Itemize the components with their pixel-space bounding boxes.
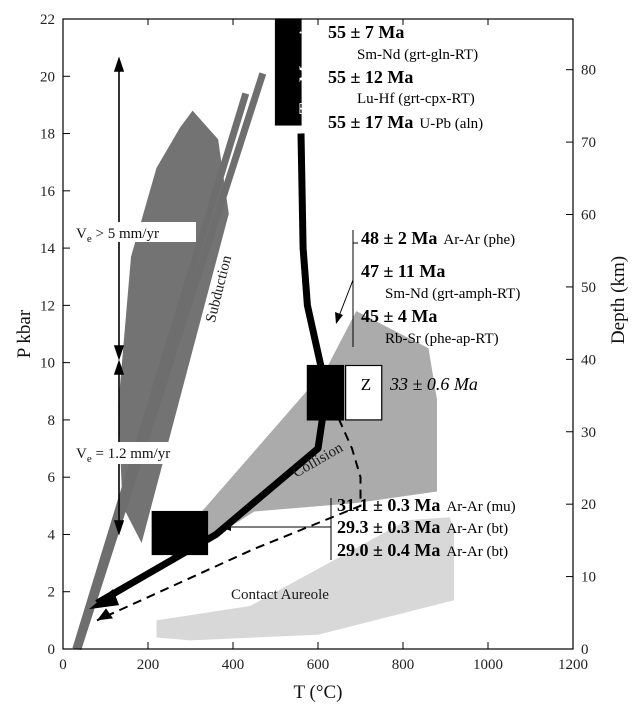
tick-layer: 0 200 400 600 800 1000 12000246810121416182022… bbox=[40, 12, 596, 673]
method-6: Rb-Sr (phe-ap-RT) bbox=[385, 331, 499, 347]
y2-tick-label-30: 30 bbox=[581, 425, 596, 441]
tso-morari-label: Tso Morari bbox=[296, 30, 317, 115]
retrograde-dashed-path bbox=[96, 390, 362, 622]
y2-tick-label-80: 80 bbox=[581, 63, 596, 79]
x-tick-label-0: 0 bbox=[59, 657, 67, 673]
y-tick-label-14: 14 bbox=[40, 241, 56, 257]
velocity-label-1: Ve > 5 mm/yr bbox=[76, 226, 159, 245]
y-tick-label-22: 22 bbox=[40, 12, 55, 28]
y2-tick-label-60: 60 bbox=[581, 208, 596, 224]
low-box bbox=[151, 510, 209, 556]
y-tick-label-12: 12 bbox=[40, 298, 55, 314]
y2-tick-label-70: 70 bbox=[581, 135, 596, 151]
contact-aureole-label: Contact Aureole bbox=[231, 587, 329, 603]
age-8: 31.1 ± 0.3 Ma Ar-Ar (mu) bbox=[337, 495, 516, 515]
geotherm-line-2 bbox=[74, 72, 267, 651]
age-5: 47 ± 11 Ma bbox=[361, 261, 445, 281]
lower-pointer-head bbox=[220, 523, 231, 531]
x-tick-label-600: 600 bbox=[307, 657, 330, 673]
z-label: Z bbox=[361, 375, 371, 394]
x-tick-label-1000: 1000 bbox=[473, 657, 503, 673]
middle-bracket bbox=[352, 230, 358, 347]
pt-path-arrowhead bbox=[89, 589, 119, 610]
x-axis-title: T (°C) bbox=[294, 682, 343, 703]
velocity-label-bg-2 bbox=[70, 442, 205, 464]
y-tick-label-2: 2 bbox=[48, 585, 56, 601]
middle-pointer bbox=[338, 279, 354, 317]
geotherm-layer bbox=[72, 72, 267, 651]
x-tick-label-200: 200 bbox=[137, 657, 160, 673]
y2-tick-label-0: 0 bbox=[581, 642, 589, 658]
y-tick-label-20: 20 bbox=[40, 69, 55, 85]
retrograde-arrowhead bbox=[97, 608, 113, 621]
method-5: Sm-Nd (grt-amph-RT) bbox=[385, 286, 520, 302]
age-2: 55 ± 12 Ma bbox=[328, 67, 413, 87]
y2-axis-title: Depth (km) bbox=[608, 256, 629, 344]
y-tick-label-10: 10 bbox=[40, 356, 55, 372]
method-2: Lu-Hf (grt-cpx-RT) bbox=[357, 91, 475, 107]
tso-morari-box bbox=[274, 18, 302, 126]
y-axis-title: P kbar bbox=[14, 309, 35, 358]
velocity-label-2: Ve = 1.2 mm/yr bbox=[76, 446, 170, 465]
contact-aureole-region bbox=[156, 517, 454, 641]
age-10: 29.0 ± 0.4 Ma Ar-Ar (bt) bbox=[337, 540, 508, 560]
y-tick-label-16: 16 bbox=[40, 184, 56, 200]
method-1: Sm-Nd (grt-gln-RT) bbox=[357, 47, 478, 63]
x-tick-label-800: 800 bbox=[392, 657, 415, 673]
velocity-label-bg-1 bbox=[70, 222, 196, 242]
z-box bbox=[345, 364, 383, 421]
y2-tick-label-20: 20 bbox=[581, 497, 596, 513]
box-layer bbox=[151, 18, 383, 556]
y2-tick-label-50: 50 bbox=[581, 280, 596, 296]
y-tick-label-6: 6 bbox=[48, 470, 56, 486]
x-tick-label-1200: 1200 bbox=[558, 657, 588, 673]
y-tick-label-0: 0 bbox=[48, 642, 56, 658]
mid-box bbox=[306, 364, 345, 421]
age-3: 55 ± 17 Ma U-Pb (aln) bbox=[328, 112, 483, 132]
y-tick-label-4: 4 bbox=[48, 527, 56, 543]
age-9: 29.3 ± 0.3 Ma Ar-Ar (bt) bbox=[337, 517, 508, 537]
x-tick-label-400: 400 bbox=[222, 657, 245, 673]
y-tick-label-18: 18 bbox=[40, 127, 55, 143]
y2-tick-label-10: 10 bbox=[581, 570, 596, 586]
y2-tick-label-40: 40 bbox=[581, 352, 596, 368]
age-1: 55 ± 7 Ma bbox=[328, 22, 404, 42]
age-7: 33 ± 0.6 Ma bbox=[389, 374, 478, 394]
middle-pointer-head bbox=[335, 312, 343, 324]
y-tick-label-8: 8 bbox=[48, 413, 56, 429]
age-4: 48 ± 2 Ma Ar-Ar (phe) bbox=[361, 228, 515, 248]
age-6: 45 ± 4 Ma bbox=[361, 306, 437, 326]
